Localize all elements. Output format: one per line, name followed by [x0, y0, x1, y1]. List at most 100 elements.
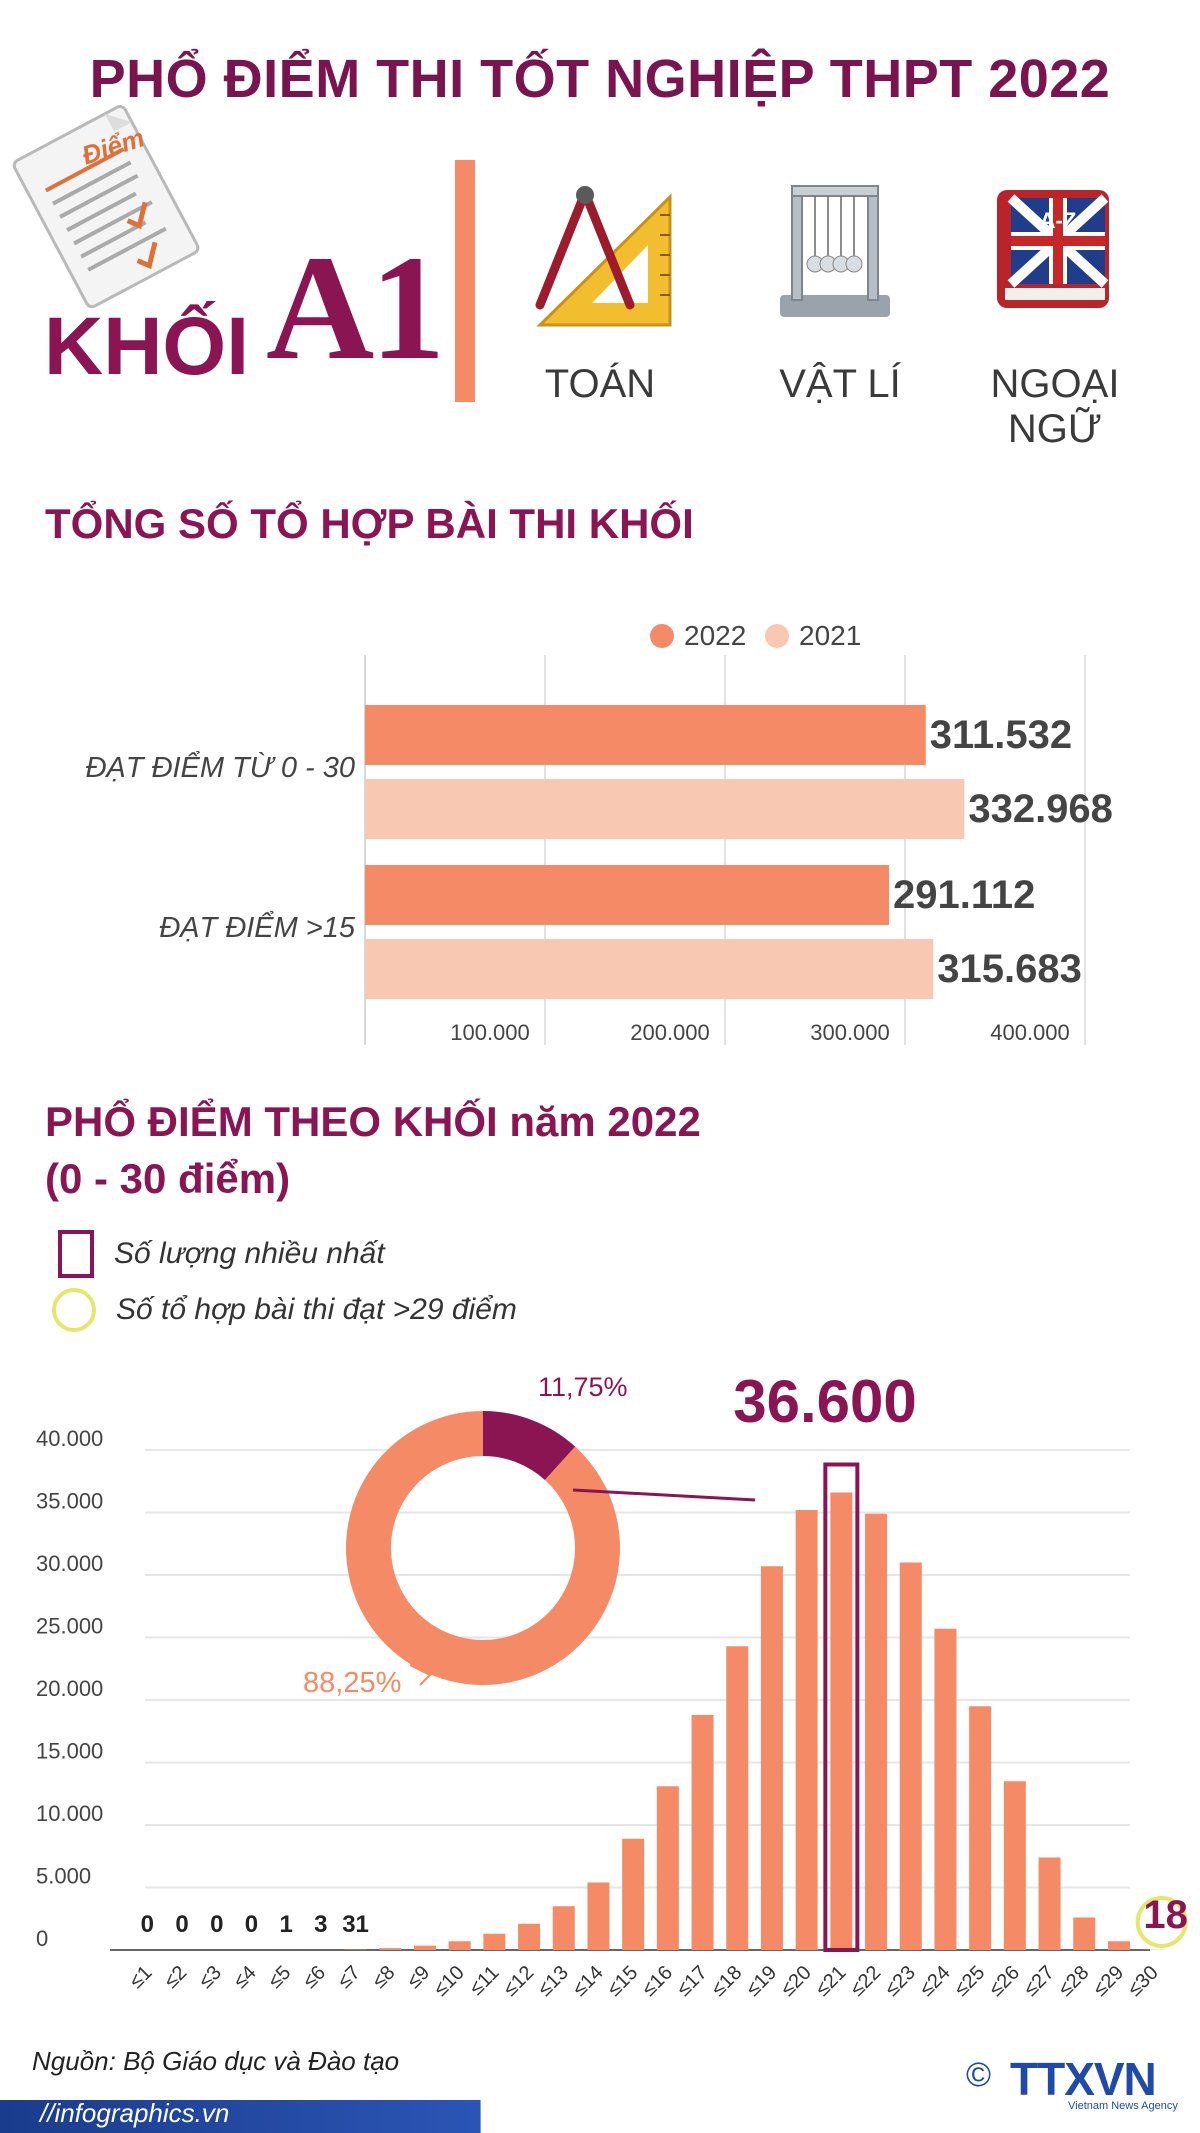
dist-xtick-label: ≤10 — [430, 1962, 469, 2001]
hbar-category-label: ĐẠT ĐIỂM >15 — [159, 910, 356, 944]
dist-xtick-label: ≤19 — [742, 1962, 781, 2001]
dist-xtick-label: ≤8 — [368, 1962, 399, 1993]
donut-tick-mark — [409, 1664, 432, 1686]
dist-xtick-label: ≤26 — [985, 1962, 1024, 2001]
max-value-label: 36.600 — [733, 1368, 917, 1435]
bar-legend-2021: 2021 — [765, 620, 861, 652]
donut-label-large: 88,25% — [303, 1667, 401, 1699]
newtons-cradle-icon — [780, 185, 890, 317]
dist-xtick-label: ≤24 — [916, 1962, 955, 2001]
score-distribution-chart: 0 5.000 10.000 15.000 20.000 25.000 30.000 35.0… — [36, 1368, 1188, 2001]
dist-bar — [795, 1510, 818, 1950]
dist-xtick-label: ≤17 — [673, 1962, 712, 2001]
dist-xtick-label: ≤11 — [466, 1962, 504, 2000]
dist-bar — [379, 1948, 402, 1950]
dist-xtick-label: ≤1 — [125, 1962, 156, 1993]
dist-ytick-label: 15.000 — [36, 1739, 103, 1764]
dist-xtick-label: ≤27 — [1020, 1962, 1059, 2001]
dist-bar — [899, 1562, 922, 1950]
dist-xtick-label: ≤14 — [569, 1962, 608, 2001]
legend-dot-2021 — [765, 624, 789, 648]
dist-xtick-label: ≤15 — [603, 1962, 642, 2001]
dist-bar — [622, 1838, 645, 1950]
dist-small-value-label: 0 — [210, 1911, 223, 1938]
legend-above-29: Số tổ hợp bài thi đạt >29 điểm — [52, 1288, 517, 1332]
dist-small-value-label: 0 — [141, 1911, 154, 1938]
copyright-mark: © — [966, 2056, 992, 2094]
dist-xtick-label: ≤9 — [403, 1962, 434, 1993]
donut-leader-line — [572, 1488, 756, 1502]
subject-physics: VẬT LÍ — [779, 362, 901, 406]
section-dist-title: PHỔ ĐIỂM THEO KHỐI năm 2022 — [45, 1098, 701, 1145]
dist-xtick-label: ≤22 — [846, 1962, 885, 2001]
hbar-tick-label: 400.000 — [990, 1020, 1070, 1045]
above-29-value-label: 18 — [1143, 1893, 1188, 1937]
legend-max-count: Số lượng nhiều nhất — [58, 1230, 385, 1278]
page-title: PHỔ ĐIỂM THI TỐT NGHIỆP THPT 2022 — [89, 49, 1111, 109]
legend-circle — [52, 1288, 96, 1332]
dist-bar — [691, 1715, 714, 1950]
dist-bar — [830, 1492, 853, 1950]
dist-bar — [934, 1628, 957, 1950]
book-label: A-Z — [1040, 208, 1077, 233]
dictionary-book-icon: A-Z — [997, 190, 1109, 308]
horizontal-bar-chart: 100.000 200.000 300.000 400.000 ĐẠT ĐIỂM TỪ … — [85, 655, 1113, 1045]
hbar-tick-label: 200.000 — [630, 1020, 710, 1045]
dist-small-value-label: 3 — [314, 1911, 327, 1938]
donut-label-small: 11,75% — [538, 1372, 628, 1402]
hbar-value-label: 311.532 — [930, 713, 1072, 757]
legend-dot-2022 — [650, 624, 674, 648]
dist-ytick-label: 10.000 — [36, 1801, 103, 1826]
dist-bar — [656, 1786, 679, 1950]
ttxvn-logo-sub: Vietnam News Agency — [1068, 2100, 1178, 2112]
dist-ytick-label: 40.000 — [36, 1426, 103, 1451]
dist-bar — [552, 1906, 575, 1950]
bar-legend-2022: 2022 — [650, 620, 746, 652]
dist-xtick-label: ≤28 — [1054, 1962, 1093, 2001]
dist-small-value-label: 0 — [175, 1911, 188, 1938]
dist-ytick-label: 30.000 — [36, 1551, 103, 1576]
dist-xtick-label: ≤16 — [638, 1962, 677, 2001]
dist-xtick-label: ≤18 — [707, 1962, 746, 2001]
hbar-value-label: 291.112 — [893, 873, 1035, 917]
hbar-bar-2021 — [365, 939, 934, 999]
legend-max-box — [58, 1230, 94, 1278]
section-total-title: TỔNG SỐ TỔ HỢP BÀI THI KHỐI — [45, 500, 694, 547]
dist-ytick-label: 25.000 — [36, 1614, 103, 1639]
dist-bar — [518, 1923, 541, 1950]
dist-small-value-label: 31 — [342, 1911, 369, 1938]
dist-ytick-label: 5.000 — [36, 1864, 91, 1889]
dist-xtick-label: ≤3 — [195, 1962, 226, 1993]
dist-bar — [1038, 1857, 1061, 1950]
dist-xtick-label: ≤21 — [811, 1962, 850, 2001]
dist-bar — [587, 1882, 610, 1950]
dist-bar — [969, 1706, 992, 1950]
dist-small-value-label: 0 — [245, 1911, 258, 1938]
subject-language: NGOẠI NGỮ — [990, 362, 1120, 451]
hbar-tick-label: 300.000 — [810, 1020, 890, 1045]
hbar-value-label: 332.968 — [968, 787, 1113, 831]
dist-xtick-label: ≤4 — [229, 1962, 260, 1993]
footer-url[interactable]: //infographics.vn — [40, 2098, 230, 2128]
dist-xtick-label: ≤29 — [1089, 1962, 1128, 2001]
dist-ytick-label: 0 — [36, 1926, 48, 1951]
dist-bar — [1003, 1781, 1026, 1950]
dist-xtick-label: ≤13 — [534, 1962, 573, 2001]
dist-xtick-label: ≤6 — [299, 1962, 330, 1993]
dist-xtick-label: ≤25 — [950, 1962, 989, 2001]
header-divider — [455, 160, 475, 402]
dist-xtick-label: ≤12 — [499, 1962, 538, 2001]
above-29-circle — [1135, 1896, 1188, 1948]
hbar-category-label: ĐẠT ĐIỂM TỪ 0 - 30 — [85, 750, 355, 784]
khoi-code: A1 — [266, 225, 445, 391]
hbar-bar-2022 — [365, 865, 890, 925]
dist-small-value-label: 1 — [279, 1911, 292, 1938]
dist-xtick-label: ≤23 — [881, 1962, 920, 2001]
hbar-bar-2021 — [365, 779, 965, 839]
footer-strip — [0, 2100, 1200, 2133]
dist-bar — [1073, 1917, 1096, 1950]
dist-xtick-label: ≤30 — [1124, 1962, 1163, 2001]
dist-bar — [865, 1513, 888, 1950]
subject-math: TOÁN — [544, 362, 656, 406]
ruler-compass-icon — [535, 186, 672, 327]
